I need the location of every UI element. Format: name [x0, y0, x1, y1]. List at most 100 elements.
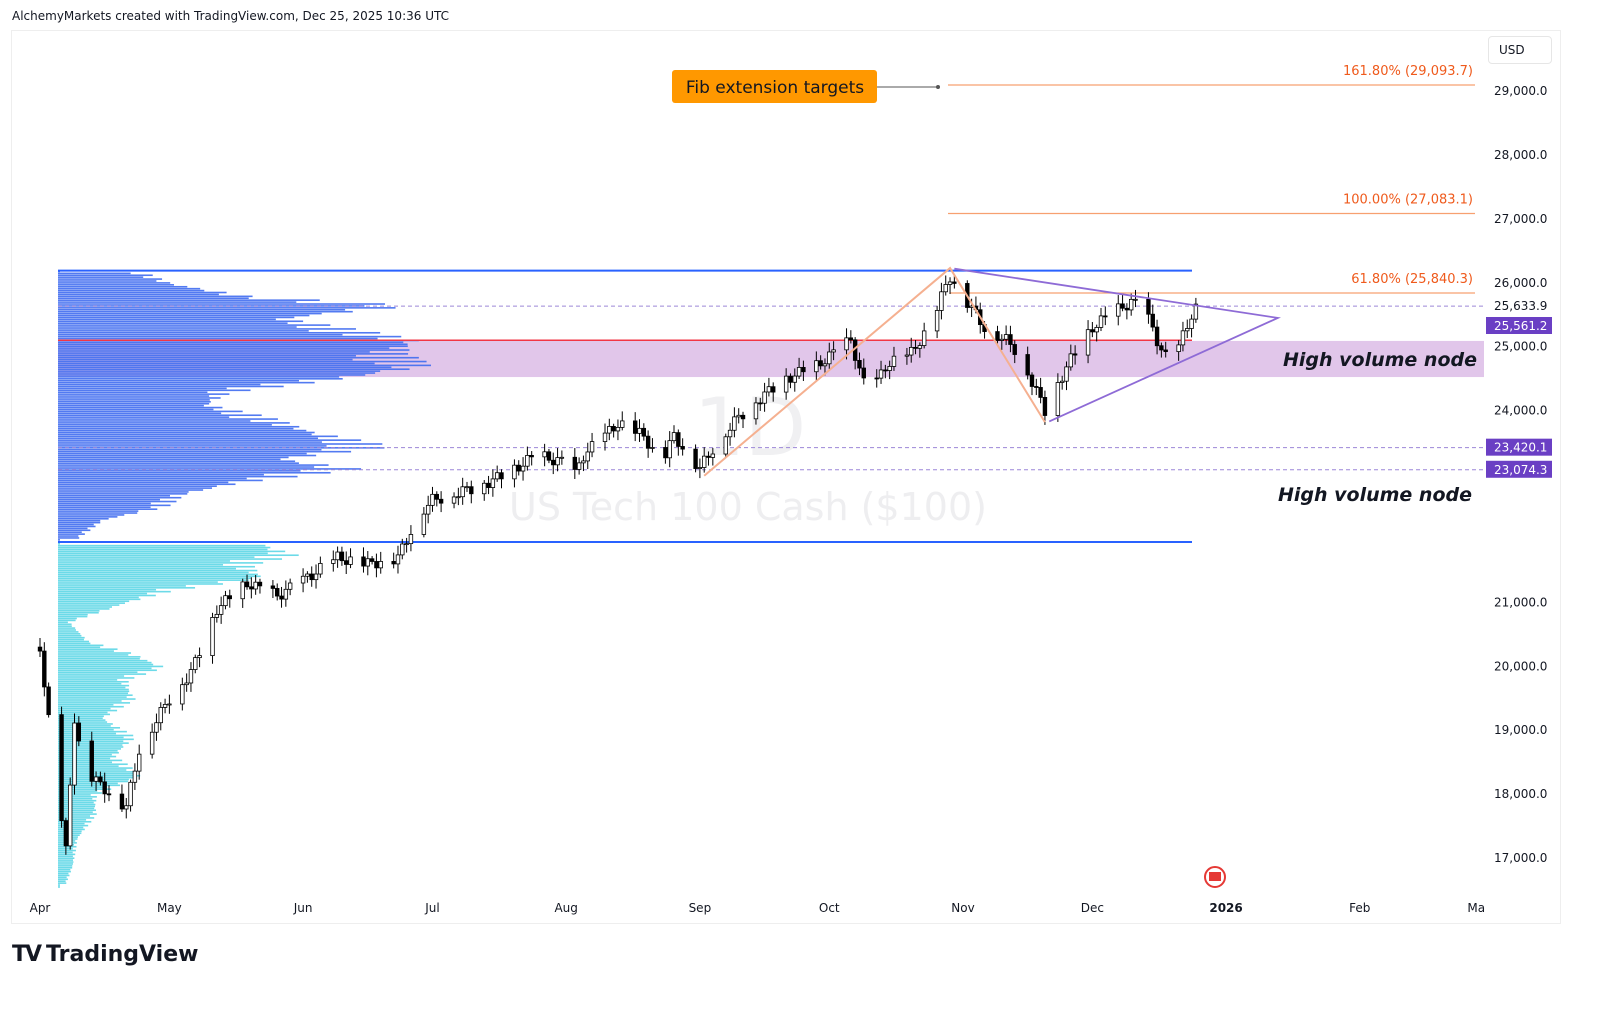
volume-profile-bar-lower — [58, 868, 71, 871]
candle-body — [546, 451, 552, 461]
volume-profile-bar-lower — [58, 748, 121, 750]
watermark-interval: 1D — [694, 381, 807, 474]
candle-body — [149, 731, 155, 755]
candle-body — [76, 722, 82, 742]
volume-profile-bar-upper — [58, 404, 204, 407]
tradingview-logo[interactable]: 𝗧𝗩 TradingView — [12, 942, 198, 967]
volume-profile-bar-upper — [58, 498, 160, 501]
candle-body — [645, 435, 651, 449]
volume-profile-bar-lower — [58, 884, 60, 886]
volume-profile-bar-upper — [58, 418, 278, 420]
candle-body — [732, 416, 737, 431]
volume-profile-bar-upper — [58, 454, 317, 457]
volume-profile-bar-lower — [58, 617, 77, 620]
y-axis-tick-label: 21,000.0 — [1494, 595, 1547, 609]
volume-profile-bar-upper — [58, 460, 296, 463]
volume-profile-bar-upper — [58, 278, 163, 280]
candle-body — [827, 351, 832, 365]
volume-profile-bar-upper — [58, 364, 431, 367]
volume-profile-bar-lower — [58, 692, 128, 695]
y-axis-tick-label: 25,000.0 — [1494, 340, 1547, 354]
x-axis-tick-label: Nov — [951, 901, 974, 915]
volume-profile-bar-lower — [58, 544, 266, 547]
volume-profile-bar-lower — [58, 807, 95, 810]
candle-body — [581, 460, 586, 464]
candle-body — [641, 427, 647, 437]
volume-profile-bar-lower — [58, 661, 152, 664]
candle-body — [952, 281, 957, 284]
candle-body — [361, 556, 366, 567]
volume-profile-bar-upper — [58, 358, 353, 361]
volume-profile-bar-lower — [58, 882, 67, 884]
candle-body — [861, 367, 866, 379]
volume-profile-bar-lower — [58, 684, 130, 687]
candle-body — [650, 447, 655, 449]
volume-profile-bar-upper — [58, 516, 118, 518]
currency-button[interactable]: USD — [1488, 36, 1552, 64]
volume-profile-bar-upper — [58, 354, 356, 357]
candle-body — [464, 486, 470, 489]
volume-profile-bar-upper — [58, 326, 297, 328]
candle-body — [365, 558, 370, 567]
volume-profile-bar-lower — [58, 604, 120, 606]
volume-profile-bar-lower — [58, 732, 117, 735]
candle-body — [947, 281, 953, 285]
volume-profile-bar-lower — [58, 600, 130, 603]
candle-body — [891, 355, 897, 367]
callout-anchor — [936, 85, 940, 89]
x-axis-tick-label: Aug — [554, 901, 577, 915]
candle-body — [736, 414, 741, 418]
volume-profile-bar-lower — [58, 579, 249, 581]
candle-body — [814, 360, 819, 373]
volume-profile-bar-lower — [58, 855, 73, 858]
x-axis-tick-label: Jun — [293, 901, 313, 915]
volume-profile-bar-lower — [58, 721, 108, 723]
volume-profile-bar-lower — [58, 560, 230, 562]
volume-profile-bar-upper — [58, 491, 189, 493]
volume-profile-bar-upper — [58, 351, 370, 353]
price-badge — [1486, 438, 1552, 456]
y-axis-tick-label: 18,000.0 — [1494, 787, 1547, 801]
volume-profile-bar-lower — [58, 690, 130, 693]
candle-body — [378, 561, 383, 569]
volume-profile-bar-lower — [58, 794, 91, 796]
y-axis-tick-label: 26,000.0 — [1494, 276, 1547, 290]
volume-profile-bar-upper — [58, 337, 378, 340]
candle-body — [1034, 386, 1039, 388]
candle-body — [887, 366, 892, 371]
attribution-header: AlchemyMarkets created with TradingView.… — [12, 9, 449, 23]
volume-profile-bar-lower — [58, 702, 131, 704]
candle-body — [637, 427, 642, 434]
volume-profile-bar-lower — [58, 682, 122, 685]
volume-profile-bar-upper — [58, 318, 276, 321]
candle-body — [98, 776, 103, 783]
brand-name: TradingView — [46, 942, 199, 967]
volume-profile-bar-lower — [58, 870, 71, 873]
volume-profile-bar-lower — [58, 845, 77, 848]
volume-profile-bar-upper — [58, 489, 204, 491]
candle-body — [512, 464, 517, 480]
volume-profile-bar-upper — [58, 502, 151, 505]
volume-profile-bar-upper — [58, 500, 177, 503]
volume-profile-bar-lower — [58, 679, 118, 681]
volume-profile-bar-lower — [58, 546, 271, 549]
candle-body — [279, 595, 284, 600]
candle-body — [822, 363, 828, 367]
candle-body — [67, 784, 73, 847]
volume-profile-bar-upper — [58, 485, 217, 487]
volume-profile-bar-upper — [58, 345, 408, 348]
volume-profile-bar-upper — [58, 450, 352, 453]
candle-body — [943, 284, 948, 293]
volume-profile-bar-upper — [58, 376, 340, 378]
volume-profile-bar-upper — [58, 328, 356, 330]
candle-body — [249, 586, 254, 590]
candle-body — [154, 722, 159, 733]
candle-body — [1090, 329, 1095, 333]
candle-body — [158, 707, 163, 724]
candle-body — [128, 781, 133, 807]
volume-profile-bar-lower — [58, 713, 110, 716]
volume-profile-bar-lower — [58, 556, 255, 558]
volume-profile-bar-upper — [58, 406, 223, 409]
candle-body — [348, 556, 353, 565]
